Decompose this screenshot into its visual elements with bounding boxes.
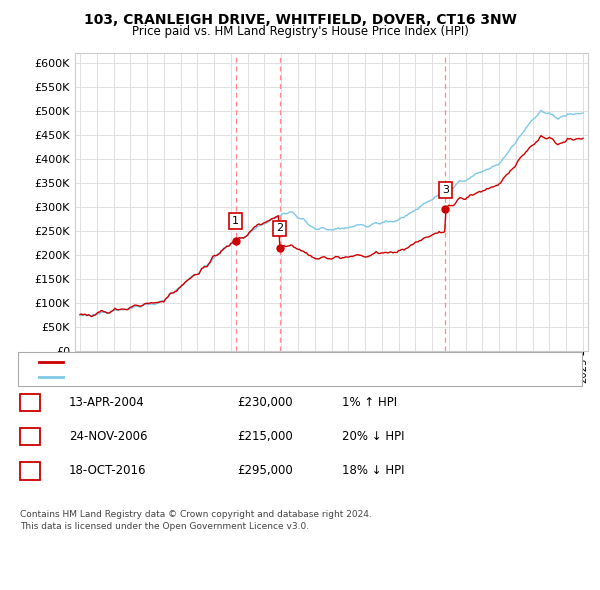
Text: 2: 2 xyxy=(26,430,34,443)
Text: 2: 2 xyxy=(276,223,283,233)
Text: 1: 1 xyxy=(26,396,34,409)
Text: 3: 3 xyxy=(442,185,449,195)
Text: Contains HM Land Registry data © Crown copyright and database right 2024.: Contains HM Land Registry data © Crown c… xyxy=(20,510,371,519)
Text: £295,000: £295,000 xyxy=(237,464,293,477)
Text: 18% ↓ HPI: 18% ↓ HPI xyxy=(342,464,404,477)
Text: £230,000: £230,000 xyxy=(237,396,293,409)
Text: This data is licensed under the Open Government Licence v3.0.: This data is licensed under the Open Gov… xyxy=(20,522,309,531)
Text: 1% ↑ HPI: 1% ↑ HPI xyxy=(342,396,397,409)
Text: 24-NOV-2006: 24-NOV-2006 xyxy=(69,430,148,443)
Text: 13-APR-2004: 13-APR-2004 xyxy=(69,396,145,409)
Text: 18-OCT-2016: 18-OCT-2016 xyxy=(69,464,146,477)
Text: 103, CRANLEIGH DRIVE, WHITFIELD, DOVER, CT16 3NW (detached house): 103, CRANLEIGH DRIVE, WHITFIELD, DOVER, … xyxy=(69,357,453,367)
Text: 20% ↓ HPI: 20% ↓ HPI xyxy=(342,430,404,443)
Text: HPI: Average price, detached house, Dover: HPI: Average price, detached house, Dove… xyxy=(69,372,293,382)
Text: £215,000: £215,000 xyxy=(237,430,293,443)
Text: 103, CRANLEIGH DRIVE, WHITFIELD, DOVER, CT16 3NW: 103, CRANLEIGH DRIVE, WHITFIELD, DOVER, … xyxy=(83,13,517,27)
Text: 1: 1 xyxy=(232,216,239,226)
Text: 3: 3 xyxy=(26,464,34,477)
Text: Price paid vs. HM Land Registry's House Price Index (HPI): Price paid vs. HM Land Registry's House … xyxy=(131,25,469,38)
